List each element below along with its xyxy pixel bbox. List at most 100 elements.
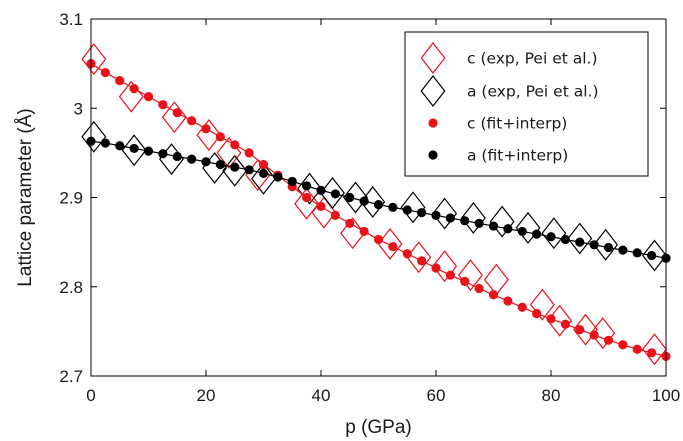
legend-label: c (fit+interp): [467, 115, 567, 133]
data-point: [503, 224, 513, 234]
data-point: [373, 200, 384, 210]
data-point: [316, 185, 326, 195]
data-point: [460, 202, 486, 235]
y-tick-label: 2.9: [59, 189, 83, 208]
legend-marker: [420, 75, 446, 107]
data-point: [273, 172, 283, 182]
data-point: [517, 302, 527, 312]
data-point: [201, 157, 211, 167]
data-point: [432, 250, 458, 283]
y-axis-label: Lattice parameter (Å): [15, 108, 36, 286]
legend: c (exp, Pei et al.) a (exp, Pei et al.) c …: [404, 31, 649, 177]
data-point: [532, 229, 542, 239]
data-point: [187, 116, 197, 126]
data-point: [373, 234, 384, 245]
y-tick-label: 3.1: [59, 10, 83, 29]
data-point: [632, 248, 642, 258]
data-point: [445, 213, 455, 223]
legend-marker: [428, 118, 438, 128]
data-point: [517, 226, 527, 237]
data-point: [474, 218, 484, 228]
y-tick-labels: 2.7 2.8 2.9 3 3.1: [59, 10, 83, 386]
data-point: [172, 108, 182, 118]
data-point: [287, 176, 297, 187]
legend-marker: [428, 150, 438, 160]
data-point: [632, 344, 642, 354]
x-tick-label: 40: [312, 386, 331, 405]
data-point: [251, 162, 276, 195]
data-point: [575, 237, 585, 247]
data-point: [603, 335, 614, 345]
data-point: [330, 189, 340, 199]
data-point: [603, 242, 614, 253]
data-point: [503, 296, 513, 306]
legend-marker: [420, 42, 446, 74]
y-tick-label: 2.8: [59, 278, 83, 297]
x-tick-label: 100: [652, 386, 680, 405]
data-point: [417, 208, 427, 218]
x-tick-label: 0: [86, 386, 95, 405]
series-4: [86, 136, 671, 263]
data-point: [158, 100, 168, 110]
data-point: [196, 119, 222, 152]
data-point: [230, 140, 240, 150]
data-point: [129, 84, 139, 94]
data-point: [201, 124, 211, 134]
data-point: [81, 120, 107, 153]
data-point: [417, 256, 427, 266]
data-point: [458, 259, 483, 292]
data-point: [81, 43, 107, 76]
data-point: [541, 217, 567, 250]
data-point: [187, 154, 197, 164]
data-point: [589, 240, 599, 250]
data-point: [593, 228, 619, 261]
data-point: [345, 192, 355, 203]
data-point: [121, 134, 147, 167]
data-point: [244, 148, 254, 158]
data-point: [460, 276, 470, 286]
data-point: [388, 241, 398, 252]
plot-frame: [90, 18, 667, 377]
data-point: [546, 314, 556, 324]
data-point: [432, 197, 458, 230]
data-point: [340, 217, 366, 250]
data-point: [343, 181, 368, 214]
x-tick-labels: 0 20 40 60 80 100: [86, 386, 680, 405]
data-point: [642, 333, 667, 366]
data-point: [143, 92, 154, 102]
data-point: [460, 216, 470, 226]
x-tick-label: 80: [542, 386, 561, 405]
data-point: [244, 165, 254, 175]
data-point: [589, 330, 599, 340]
data-point: [172, 151, 182, 162]
data-point: [359, 196, 369, 206]
series-3: [86, 59, 671, 361]
data-point: [402, 205, 412, 215]
data-point: [529, 288, 555, 321]
data-point: [560, 234, 570, 245]
data-point: [388, 202, 398, 212]
data-point: [294, 187, 320, 220]
legend-label: a (exp, Pei et al.): [467, 83, 599, 101]
legend-label: c (exp, Pei et al.): [467, 50, 598, 68]
data-point: [316, 201, 326, 212]
data-point: [161, 101, 187, 134]
data-point: [100, 138, 110, 148]
data-point: [359, 226, 369, 237]
data-point: [532, 308, 542, 319]
data-point: [560, 319, 570, 329]
data-point: [402, 249, 412, 259]
data-point: [100, 67, 110, 78]
data-point: [215, 132, 225, 142]
legend-box: [404, 31, 649, 177]
data-point: [330, 210, 340, 220]
x-axis-label: p (GPa): [345, 417, 412, 438]
data-point: [546, 232, 556, 242]
data-point: [143, 146, 154, 156]
data-point: [158, 149, 168, 159]
data-point: [647, 250, 657, 261]
data-point: [302, 192, 312, 203]
legend-label: a (fit+interp): [467, 147, 568, 165]
x-tick-label: 60: [427, 386, 446, 405]
